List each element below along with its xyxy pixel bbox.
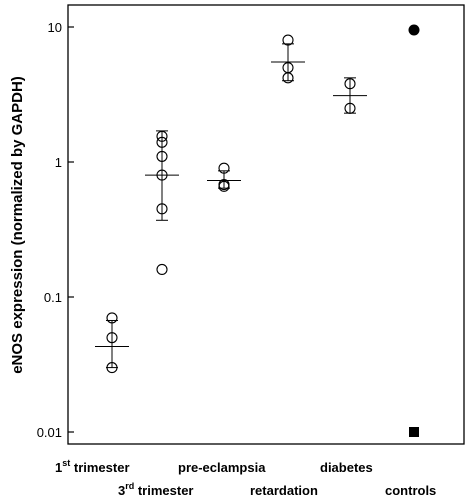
data-point: [156, 130, 168, 142]
data-point: [344, 102, 356, 114]
data-point: [282, 62, 294, 74]
data-point: [106, 332, 118, 344]
y-axis: 10 1 0.1 0.01: [37, 20, 74, 440]
data-point: [282, 72, 294, 84]
data-point: [156, 263, 168, 275]
data-point: [218, 162, 230, 174]
data-point-filled-circle: [408, 24, 420, 36]
category-label: controls: [385, 483, 436, 498]
data-point: [344, 78, 356, 90]
y-tick-label: 0.1: [44, 290, 62, 305]
category-label: retardation: [250, 483, 318, 498]
x-axis-labels: 1st trimester 3rd trimester pre-eclampsia r…: [55, 458, 436, 498]
data-point: [218, 180, 230, 192]
data-point: [106, 362, 118, 374]
category-label: pre-eclampsia: [178, 460, 266, 475]
data-point: [156, 169, 168, 181]
data-point: [156, 136, 168, 148]
data-point: [106, 312, 118, 324]
category-label: 1st trimester: [55, 458, 130, 475]
category-label: diabetes: [320, 460, 373, 475]
data-point: [156, 150, 168, 162]
y-tick-label: 0.01: [37, 425, 62, 440]
data-groups: [95, 24, 420, 437]
data-point: [282, 34, 294, 46]
y-tick-label: 1: [55, 155, 62, 170]
category-label: 3rd trimester: [118, 481, 193, 498]
y-axis-title: eNOS expression (normalized by GAPDH): [9, 76, 26, 374]
data-point: [156, 203, 168, 215]
data-point-filled-square: [409, 427, 419, 437]
plot-frame: [67, 4, 465, 445]
y-tick-label: 10: [48, 20, 62, 35]
